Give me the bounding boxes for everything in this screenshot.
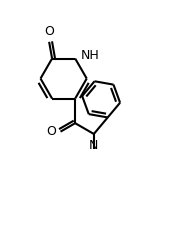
Text: O: O xyxy=(46,125,56,138)
Text: NH: NH xyxy=(81,49,99,62)
Text: N: N xyxy=(89,139,99,152)
Text: O: O xyxy=(44,25,54,38)
